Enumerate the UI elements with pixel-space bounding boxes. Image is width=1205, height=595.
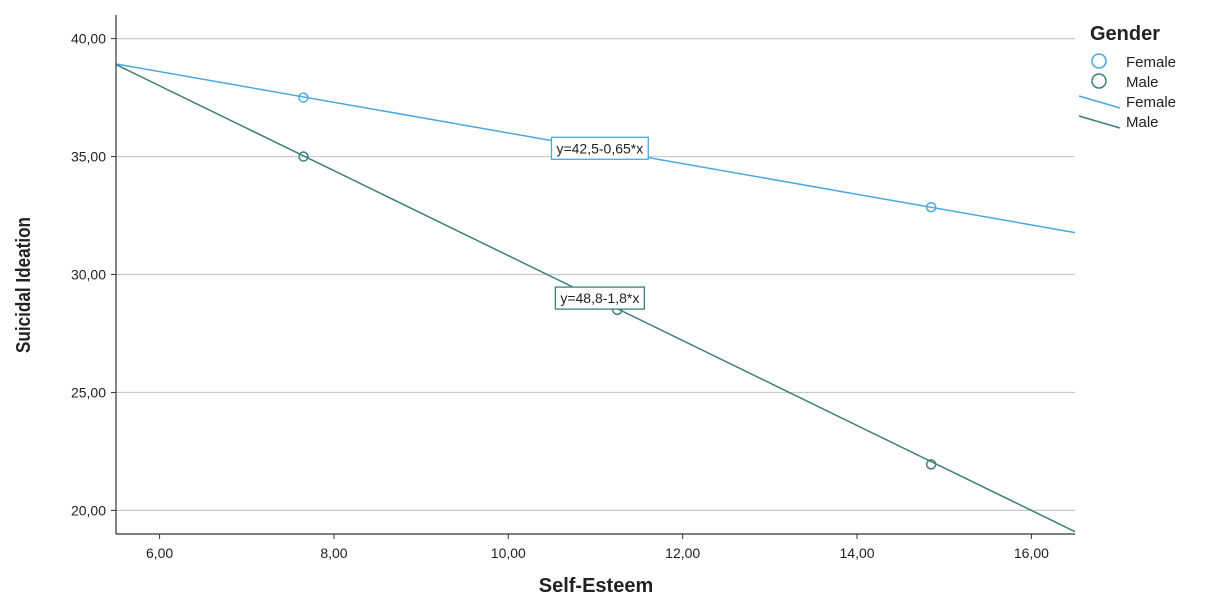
legend-line-male: [1078, 115, 1121, 129]
data-points: [298, 92, 937, 470]
legend-marker-female: [1091, 53, 1107, 69]
x-tick-label: 6,00: [146, 545, 173, 561]
y-axis-title: Suicidal Ideation: [13, 217, 35, 353]
point-female: [298, 92, 309, 103]
tick-labels: 20,00 25,00 30,00 35,00 40,00 6,00 8,00 10,00 12…: [71, 31, 1049, 561]
x-tick-label: 12,00: [665, 545, 700, 561]
fit-equations: y=42,5-0,65*x y=48,8-1,8*x: [550, 136, 649, 310]
point-male: [298, 151, 309, 162]
x-tick-label: 8,00: [320, 545, 347, 561]
equation-label-male: y=48,8-1,8*x: [560, 290, 639, 306]
y-tick-label: 40,00: [71, 31, 106, 47]
x-tick-label: 14,00: [840, 545, 875, 561]
point-female: [925, 202, 937, 213]
legend-label-female: Female: [1126, 94, 1176, 111]
legend-label-female: Female: [1126, 54, 1176, 71]
legend: Gender Female Male Female Male: [1078, 23, 1176, 131]
equation-box-male: [554, 286, 646, 310]
gridlines: [116, 37, 1075, 512]
y-tick-label: 35,00: [71, 149, 106, 165]
legend-marker-male: [1091, 73, 1107, 89]
equation-box-female: [550, 136, 649, 160]
legend-line-female: [1078, 95, 1121, 109]
y-tick-label: 30,00: [71, 267, 106, 283]
x-tick-label: 10,00: [491, 545, 526, 561]
axes: [111, 15, 1075, 539]
legend-title: Gender: [1090, 23, 1160, 45]
equation-label-female: y=42,5-0,65*x: [556, 140, 643, 156]
y-tick-label: 25,00: [71, 384, 106, 400]
legend-label-male: Male: [1126, 74, 1159, 91]
x-axis-title: Self-Esteem: [539, 575, 654, 595]
legend-label-male: Male: [1126, 114, 1159, 131]
x-tick-label: 16,00: [1014, 545, 1049, 561]
point-male: [925, 459, 937, 470]
y-tick-label: 20,00: [71, 502, 106, 518]
